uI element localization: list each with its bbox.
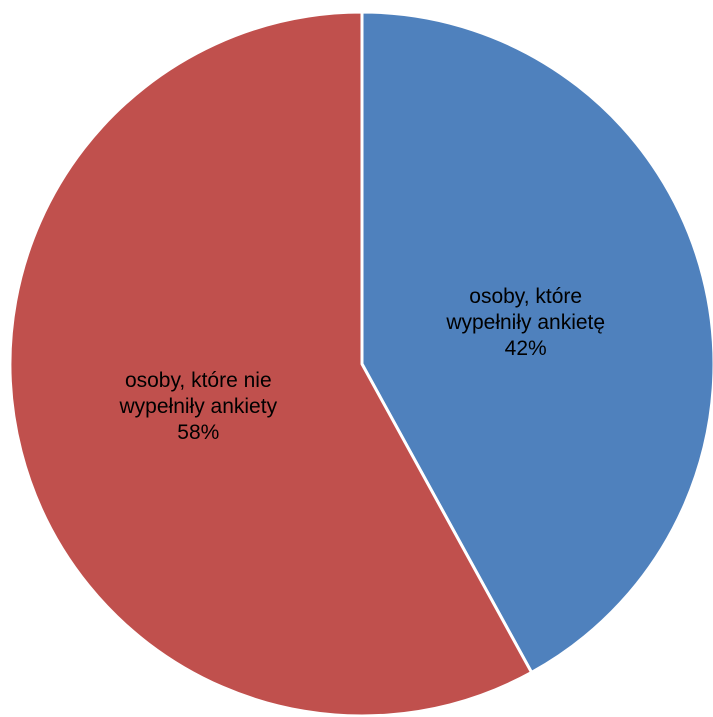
slice-labels: osoby, które wypełniły ankietę 42%osoby, k… [119,285,606,444]
slice-label-line: wypełniły ankietę [445,311,605,334]
slice-percent-label: 42% [505,337,547,360]
slice-percent-label: 58% [177,421,219,444]
pie-slice-0 [360,10,713,674]
slice-label-1: osoby, które nie wypełniły ankiety 58% [119,369,278,444]
pie-slice-1 [8,10,534,717]
slice-label-line: osoby, które [469,285,582,308]
pie-slices [8,10,713,717]
slice-label-line: wypełniły ankiety [119,395,278,418]
slice-label-line: osoby, które nie [125,369,272,392]
slice-label-0: osoby, które wypełniły ankietę 42% [445,285,605,360]
